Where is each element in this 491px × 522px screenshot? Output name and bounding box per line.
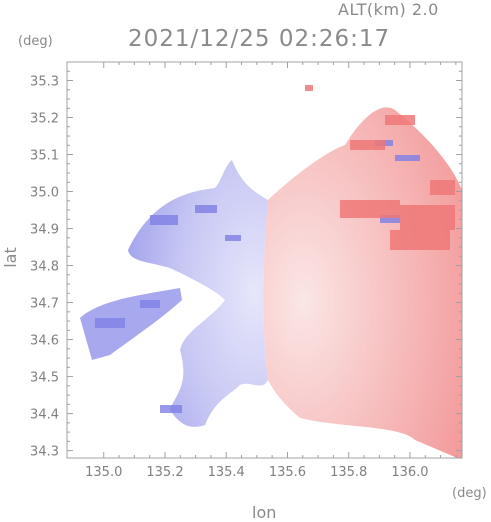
x-tick-label: 135.4 (208, 465, 245, 480)
y-tick-label: 34.5 (30, 371, 59, 386)
receding-echo-region (263, 107, 462, 458)
plot-frame (66, 61, 463, 459)
y-tick-label: 34.8 (30, 260, 59, 275)
y-tick-label: 34.6 (30, 334, 59, 349)
x-tick-label: 136.0 (391, 465, 428, 480)
x-axis-unit: (deg) (452, 486, 487, 501)
x-tick-label: 135.8 (330, 465, 367, 480)
y-tick-label: 34.7 (30, 297, 59, 312)
y-tick-label: 35.2 (30, 112, 59, 127)
y-tick-label: 34.9 (30, 223, 59, 238)
y-tick-label: 34.4 (30, 408, 59, 423)
x-tick-label: 135.2 (146, 465, 183, 480)
y-axis-unit: (deg) (18, 34, 53, 49)
x-tick-label: 135.6 (269, 465, 306, 480)
receding-streaks (305, 85, 455, 250)
datetime-title: 2021/12/25 02:26:17 (128, 26, 391, 52)
altitude-label: ALT(km) 2.0 (338, 0, 439, 19)
approaching-echo-region (128, 160, 268, 427)
y-tick-label: 34.3 (30, 445, 59, 460)
x-axis-label: lon (252, 503, 277, 522)
y-tick-label: 35.0 (30, 186, 59, 201)
y-tick-label: 35.1 (30, 149, 59, 164)
y-tick-label: 35.3 (30, 75, 59, 90)
echo-field (80, 85, 462, 458)
axis-ticks: 135.0 135.2 135.4 135.6 135.8 136.0 34.3 34.4 34… (30, 61, 462, 480)
x-tick-label: 135.0 (85, 465, 122, 480)
